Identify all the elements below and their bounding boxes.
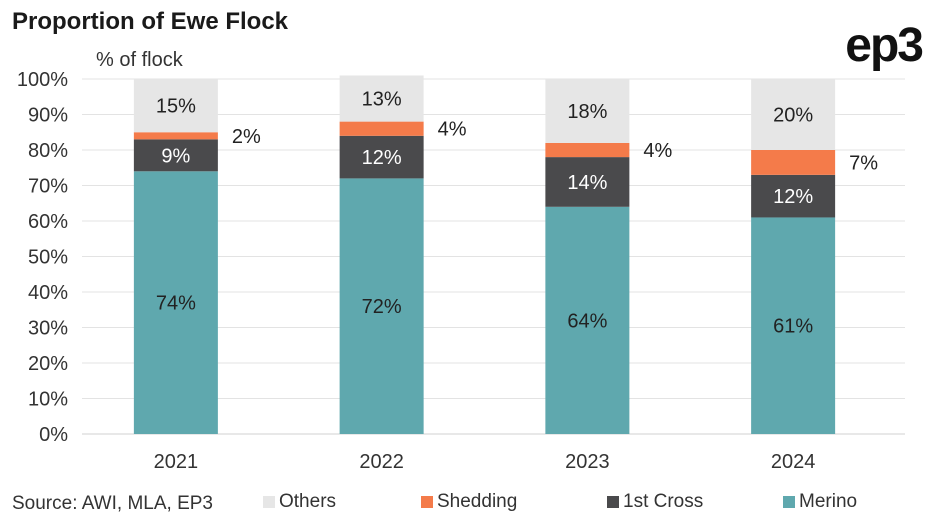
data-label-1st-cross: 12% (773, 186, 813, 208)
bar-segment-shedding (751, 150, 836, 175)
data-label-merino: 64% (567, 310, 607, 332)
bar-segment-1st-cross (751, 174, 836, 218)
x-tick-label: 2022 (359, 451, 404, 473)
y-tick-label: 60% (28, 211, 68, 233)
y-tick-label: 20% (28, 353, 68, 375)
y-tick-label: 70% (28, 176, 68, 198)
data-label-1st-cross: 14% (567, 172, 607, 194)
legend-swatch-1st-cross (607, 496, 619, 508)
y-tick-label: 10% (28, 389, 68, 411)
data-label-others: 15% (156, 96, 196, 118)
ep3-logo: ep3 (845, 19, 924, 72)
y-tick-label: 30% (28, 318, 68, 340)
bar-segment-others (339, 75, 424, 122)
legend-label-1st-cross: 1st Cross (623, 491, 704, 512)
bar-segment-merino (133, 171, 218, 435)
chart-title: Proportion of Ewe Flock (12, 8, 289, 35)
bar-segment-merino (751, 217, 836, 434)
legend-swatch-others (263, 496, 275, 508)
legend: Others Shedding 1st Cross Merino (263, 491, 923, 515)
source-note: Source: AWI, MLA, EP3 (12, 493, 213, 514)
legend-label-others: Others (279, 491, 337, 512)
data-label-others: 20% (773, 105, 813, 127)
y-tick-label: 80% (28, 140, 68, 162)
data-label-1st-cross: 9% (161, 145, 190, 167)
y-tick-label: 0% (39, 424, 68, 446)
data-label-others: 13% (362, 89, 402, 111)
data-label-1st-cross: 12% (362, 147, 402, 169)
y-axis-label: % of flock (96, 49, 183, 71)
bar-segment-shedding (133, 132, 218, 140)
legend-item-others: Others (263, 491, 336, 513)
legend-item-merino: Merino (783, 491, 857, 513)
bar-segment-1st-cross (545, 157, 630, 207)
legend-item-1st-cross: 1st Cross (607, 491, 703, 513)
data-label-shedding: 4% (643, 140, 672, 162)
y-tick-label: 50% (28, 247, 68, 269)
bar-segment-1st-cross (339, 135, 424, 179)
bar-segment-merino (339, 178, 424, 434)
bar-segment-1st-cross (133, 139, 218, 172)
data-label-shedding: 4% (438, 119, 467, 141)
x-tick-label: 2024 (771, 451, 816, 473)
legend-swatch-shedding (421, 496, 433, 508)
x-tick-labels: 2021 2022 2023 2024 (154, 451, 816, 473)
bar-segment-others (751, 79, 836, 150)
bar-segment-merino (545, 206, 630, 434)
bar-segment-shedding (339, 121, 424, 136)
x-tick-label: 2023 (565, 451, 610, 473)
y-tick-label: 100% (17, 69, 68, 91)
y-tick-label: 90% (28, 105, 68, 127)
y-tick-label: 40% (28, 282, 68, 304)
bar-segment-shedding (545, 142, 630, 158)
data-label-shedding: 2% (232, 126, 261, 148)
data-label-shedding: 7% (849, 152, 878, 174)
x-tick-label: 2021 (154, 451, 199, 473)
legend-swatch-merino (783, 496, 795, 508)
data-label-merino: 61% (773, 316, 813, 338)
legend-label-shedding: Shedding (437, 491, 518, 512)
bar-segment-others (133, 79, 218, 133)
legend-item-shedding: Shedding (421, 491, 517, 513)
bar-segment-others (545, 79, 630, 143)
data-label-others: 18% (567, 101, 607, 123)
legend-label-merino: Merino (799, 491, 858, 512)
y-tick-labels: 0% 10% 20% 30% 40% 50% 60% 70% 80% 90% 100% (17, 69, 68, 446)
bars: 74% 9% 2% 15% 72% 12% 4% 13% 64% 14% 4% 18% 61% 12% 7%… (133, 75, 878, 435)
data-label-merino: 74% (156, 293, 196, 315)
data-label-merino: 72% (362, 296, 402, 318)
